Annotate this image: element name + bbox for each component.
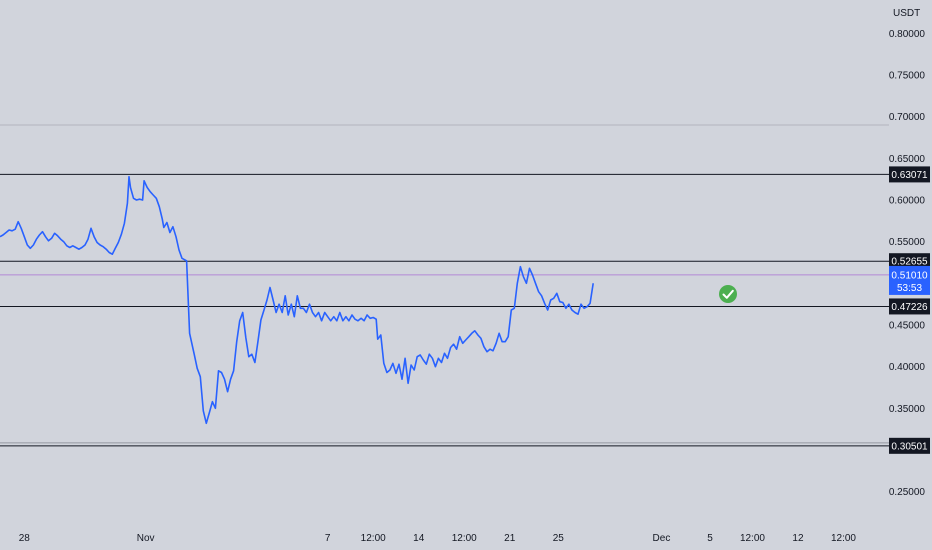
check-circle-icon[interactable] <box>719 285 737 303</box>
level-badge-label-2: 0.47226 <box>891 302 928 313</box>
y-tick-label-2: 0.70000 <box>889 112 926 123</box>
last-price-value: 0.51010 <box>891 270 928 281</box>
y-tick-label-0: 0.80000 <box>889 29 926 40</box>
y-tick-label-4: 0.60000 <box>889 196 926 207</box>
y-tick-label-8: 0.35000 <box>889 404 926 415</box>
x-tick-label-1: Nov <box>137 533 155 544</box>
countdown-label: 53:53 <box>897 283 922 294</box>
y-tick-label-7: 0.40000 <box>889 362 926 373</box>
last-price-badge[interactable] <box>889 265 930 295</box>
x-tick-label-5: 12:00 <box>452 533 477 544</box>
x-tick-label-2: 7 <box>325 533 331 544</box>
check-circle-bg <box>719 285 737 303</box>
level-badge-label-0: 0.63071 <box>891 170 928 181</box>
y-tick-label-6: 0.45000 <box>889 321 926 332</box>
level-badge-3[interactable] <box>889 437 930 454</box>
x-tick-label-12: 12:00 <box>831 533 856 544</box>
currency-label: USDT <box>893 8 920 19</box>
time-axis[interactable]: 28 Nov 7 12:00 14 12:00 21 25 Dec 5 12:00 12 12:00 <box>19 533 857 544</box>
y-tick-label-5: 0.55000 <box>889 237 926 248</box>
plot-area <box>0 124 889 447</box>
x-tick-label-11: 12 <box>792 533 804 544</box>
x-tick-label-8: Dec <box>653 533 671 544</box>
y-tick-label-3: 0.65000 <box>889 154 926 165</box>
y-tick-label-1: 0.75000 <box>889 71 926 82</box>
x-tick-label-6: 21 <box>504 533 516 544</box>
level-badge-2[interactable] <box>889 298 930 315</box>
x-tick-label-4: 14 <box>413 533 425 544</box>
level-badge-1[interactable] <box>889 253 930 270</box>
x-tick-label-3: 12:00 <box>361 533 386 544</box>
x-tick-label-0: 28 <box>19 533 31 544</box>
x-tick-label-9: 5 <box>707 533 713 544</box>
check-mark <box>722 289 734 299</box>
y-tick-label-9: 0.25000 <box>889 487 926 498</box>
price-axis[interactable]: 0.63071 0.52655 0.47226 0.30501 0.80000 0.750… <box>889 29 930 498</box>
level-badge-0[interactable] <box>889 166 930 183</box>
level-badge-label-3: 0.30501 <box>891 441 928 452</box>
level-badge-label-1: 0.52655 <box>891 257 928 268</box>
price-line[interactable] <box>0 175 594 425</box>
x-tick-label-10: 12:00 <box>740 533 765 544</box>
x-tick-label-7: 25 <box>553 533 565 544</box>
